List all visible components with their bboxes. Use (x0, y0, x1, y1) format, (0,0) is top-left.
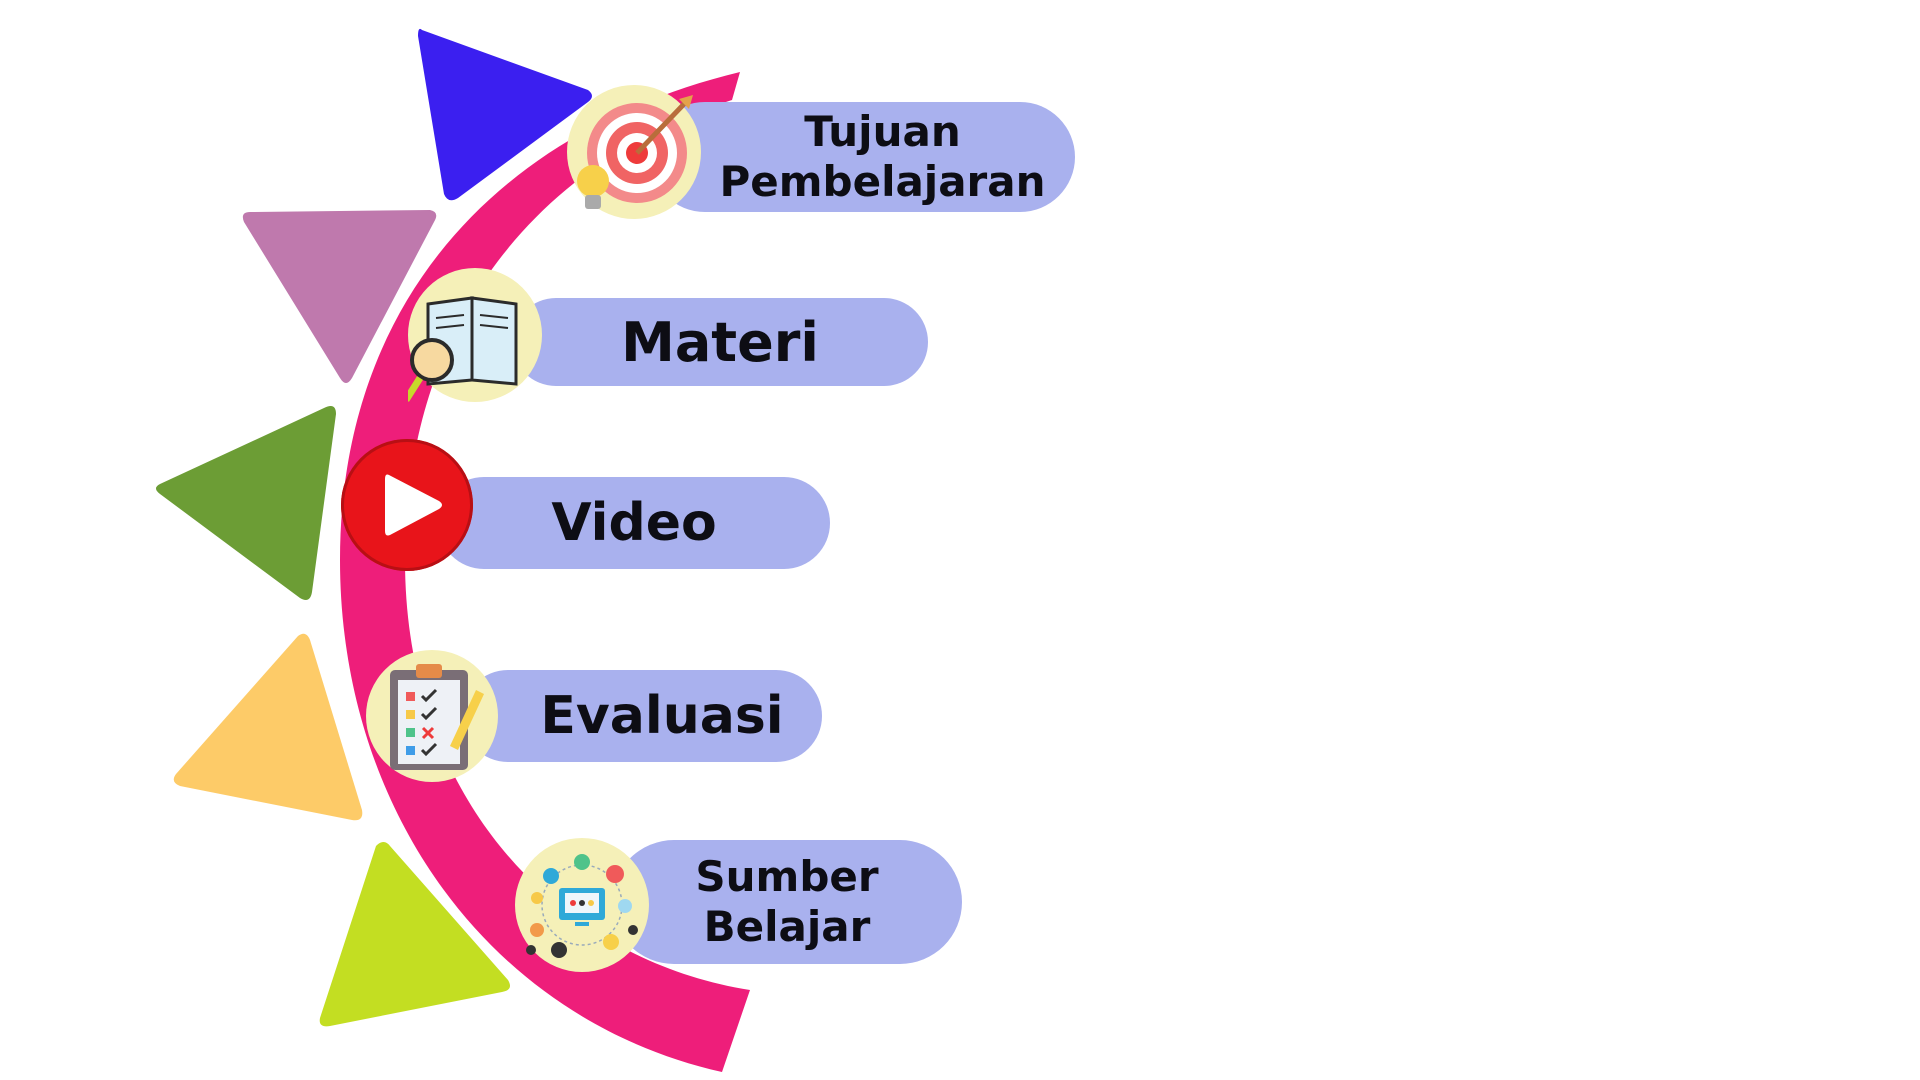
menu-item-label: Materi (621, 310, 819, 374)
menu-item-sumber-belajar[interactable]: Sumber Belajar (612, 840, 962, 964)
target-icon[interactable] (567, 85, 701, 219)
checklist-clipboard-icon[interactable] (366, 650, 498, 782)
menu-item-tujuan-pembelajaran[interactable]: Tujuan Pembelajaran (650, 102, 1075, 212)
triangle-mauve (242, 210, 437, 383)
triangle-orange (173, 633, 363, 821)
play-icon[interactable] (341, 439, 473, 571)
menu-item-label: Video (551, 493, 717, 553)
menu-item-label: Sumber Belajar (695, 851, 879, 951)
menu-item-materi[interactable]: Materi (512, 298, 928, 386)
triangle-green (156, 406, 336, 600)
menu-item-label: Tujuan Pembelajaran (719, 106, 1046, 206)
book-magnifier-icon[interactable] (408, 268, 542, 402)
menu-item-label: Evaluasi (540, 686, 784, 746)
menu-item-video[interactable]: Video (438, 477, 830, 569)
triangle-blue (418, 28, 592, 201)
menu-item-evaluasi[interactable]: Evaluasi (462, 670, 822, 762)
learning-network-icon[interactable] (515, 838, 649, 972)
triangle-lime (319, 842, 510, 1027)
